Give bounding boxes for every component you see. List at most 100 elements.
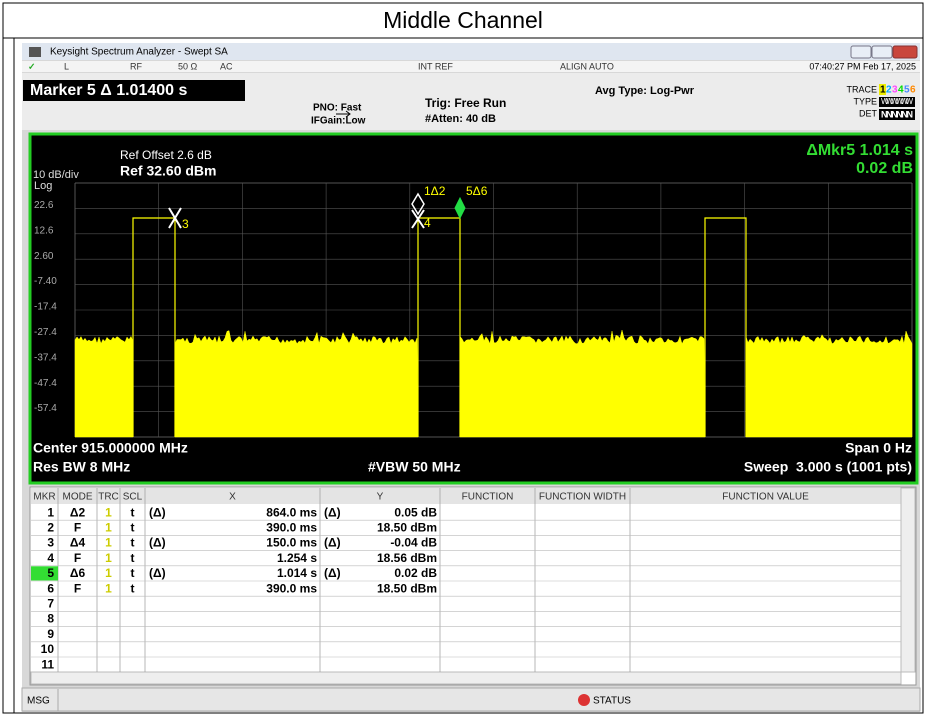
cell: 1.254 s bbox=[277, 551, 317, 565]
cell: 18.50 dBm bbox=[377, 581, 437, 595]
y-label: -17.4 bbox=[34, 302, 57, 313]
cell: 7 bbox=[47, 596, 54, 610]
y-label: 12.6 bbox=[34, 225, 54, 236]
y-label: -27.4 bbox=[34, 327, 57, 338]
trace-number: 2 bbox=[886, 85, 892, 96]
window-title: Keysight Spectrum Analyzer - Swept SA bbox=[50, 47, 228, 58]
marker-label: 3 bbox=[182, 217, 189, 231]
cell: F bbox=[74, 551, 81, 565]
table-header bbox=[31, 488, 901, 504]
burst bbox=[417, 217, 461, 437]
y-label: -47.4 bbox=[34, 378, 57, 389]
maximize-button[interactable] bbox=[871, 45, 893, 59]
cell: 1 bbox=[105, 536, 112, 550]
cell: 11 bbox=[41, 657, 54, 671]
cell: 18.50 dBm bbox=[377, 520, 437, 534]
cell: t bbox=[131, 566, 135, 580]
h-scrollbar[interactable] bbox=[30, 671, 902, 685]
active-marker: Marker 5 Δ 1.01400 s bbox=[30, 82, 187, 99]
cell: Δ2 bbox=[70, 505, 86, 519]
cell: (Δ) bbox=[324, 505, 341, 519]
cell: t bbox=[131, 505, 135, 519]
type-box bbox=[879, 97, 915, 107]
cell: 10 bbox=[41, 642, 55, 656]
trace-active bbox=[879, 84, 886, 95]
cell: 9 bbox=[47, 627, 54, 641]
ref-level: Ref 32.60 dBm bbox=[120, 163, 216, 179]
msg: MSG bbox=[27, 696, 50, 707]
y-label: 2.60 bbox=[34, 251, 54, 262]
column-header: FUNCTION VALUE bbox=[722, 492, 809, 503]
det-box bbox=[879, 109, 915, 120]
cell: t bbox=[131, 551, 135, 565]
trigger-arrow bbox=[336, 110, 351, 118]
cell: (Δ) bbox=[149, 566, 166, 580]
cell: (Δ) bbox=[324, 536, 341, 550]
app-icon bbox=[29, 47, 41, 57]
cell: 2 bbox=[47, 520, 54, 534]
type-value: WWWWWW bbox=[881, 97, 913, 106]
cell: 150.0 ms bbox=[266, 536, 317, 550]
trace-number: 5 bbox=[904, 85, 910, 96]
coupling-label: AC bbox=[220, 61, 233, 71]
cell: 4 bbox=[47, 551, 54, 565]
ifgain: IFGain:Low bbox=[311, 116, 366, 127]
y-label: 22.6 bbox=[34, 200, 54, 211]
cell: 0.02 dB bbox=[394, 566, 437, 580]
cell: 1 bbox=[47, 505, 54, 519]
cell: F bbox=[74, 581, 81, 595]
cell: F bbox=[74, 520, 81, 534]
marker-box bbox=[23, 80, 245, 101]
cell: (Δ) bbox=[149, 505, 166, 519]
noise-floor bbox=[459, 330, 706, 438]
cell: 5 bbox=[47, 566, 54, 580]
marker-x bbox=[411, 209, 425, 229]
sweep: Sweep 3.000 s (1001 pts) bbox=[744, 459, 912, 475]
cell: 1 bbox=[105, 505, 112, 519]
trace-number: 1 bbox=[880, 85, 886, 96]
cell: 1 bbox=[105, 520, 112, 534]
cell: 1 bbox=[105, 581, 112, 595]
cell: Δ4 bbox=[70, 536, 86, 550]
close-button[interactable] bbox=[892, 45, 918, 59]
y-label: -37.4 bbox=[34, 352, 57, 363]
scale-type: Log bbox=[34, 180, 52, 192]
cell: -0.04 dB bbox=[390, 536, 437, 550]
v-scrollbar[interactable] bbox=[900, 487, 916, 673]
span: Span 0 Hz bbox=[845, 440, 912, 456]
cell: 8 bbox=[47, 612, 54, 626]
window-title-bar bbox=[22, 43, 920, 60]
marker-readout: ΔMkr5 1.014 s bbox=[806, 142, 913, 159]
column-header: X bbox=[229, 492, 236, 503]
noise-floor bbox=[174, 330, 419, 438]
marker-readout: 0.02 dB bbox=[856, 160, 913, 177]
column-header: SCL bbox=[123, 492, 143, 503]
marker-label: 4 bbox=[424, 216, 431, 230]
cell: 18.56 dBm bbox=[377, 551, 437, 565]
cell: 390.0 ms bbox=[266, 581, 317, 595]
trace-number: 6 bbox=[910, 85, 916, 96]
minimize-button[interactable] bbox=[850, 45, 872, 59]
trace-number: 3 bbox=[892, 85, 898, 96]
status-icon bbox=[578, 694, 590, 706]
status: STATUS bbox=[593, 696, 631, 707]
pno: PNO: Fast bbox=[313, 103, 362, 114]
ref-offset: Ref Offset 2.6 dB bbox=[120, 148, 212, 162]
column-header: FUNCTION WIDTH bbox=[539, 492, 626, 503]
scale: 10 dB/div bbox=[33, 169, 79, 181]
cell: 1 bbox=[105, 566, 112, 580]
cell: t bbox=[131, 536, 135, 550]
column-header: MODE bbox=[63, 492, 93, 503]
cell: 390.0 ms bbox=[266, 520, 317, 534]
impedance-label: 50 Ω bbox=[178, 61, 198, 71]
cell: (Δ) bbox=[324, 566, 341, 580]
marker-diamond bbox=[411, 192, 425, 216]
datetime: 07:40:27 PM Feb 17, 2025 bbox=[809, 61, 916, 71]
cell: t bbox=[131, 520, 135, 534]
center-freq: Center 915.000000 MHz bbox=[33, 440, 188, 456]
trace-number: 4 bbox=[898, 85, 904, 96]
cell: t bbox=[131, 581, 135, 595]
det-value: NNNNNN bbox=[881, 109, 913, 119]
y-label: -7.40 bbox=[34, 276, 57, 287]
